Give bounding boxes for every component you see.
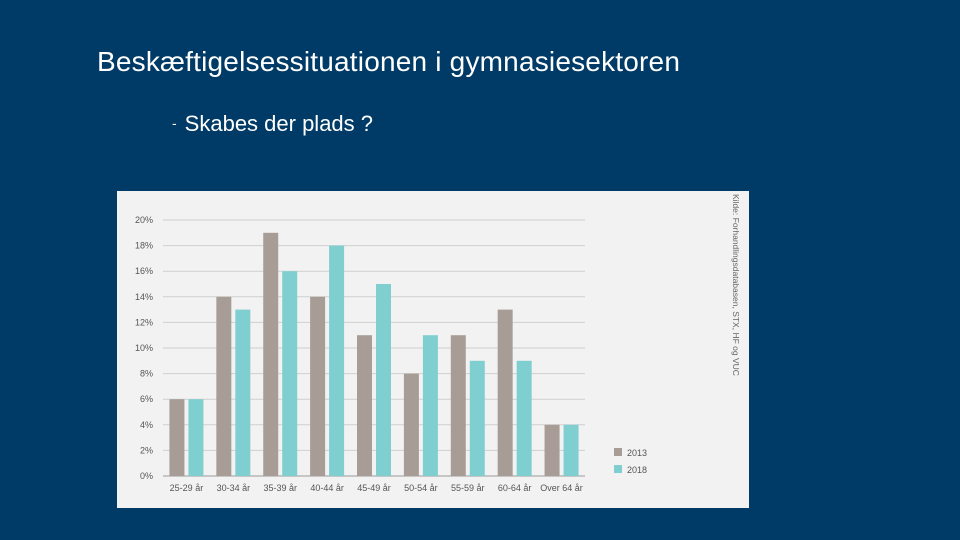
y-tick-label: 6%	[140, 394, 153, 404]
source-note: Kilde: Forhandlingsdatabasen, STX, HF og…	[731, 194, 741, 376]
bullet-text: Skabes der plads ?	[184, 111, 374, 136]
chart-panel: 0% 2% 4% 6% 8% 10% 12% 14% 16% 18% 20% 25-29 år 30-3…	[117, 191, 749, 508]
bar-2018	[376, 284, 391, 476]
x-tick-label: Over 64 år	[540, 483, 583, 493]
x-tick-label: 55-59 år	[451, 483, 485, 493]
y-tick-label: 4%	[140, 420, 153, 430]
legend-swatch	[614, 465, 622, 473]
bullet-dash: -	[172, 115, 177, 131]
legend-label: 2018	[627, 465, 647, 475]
y-tick-label: 20%	[135, 215, 153, 225]
bar-2018	[235, 309, 251, 476]
x-tick-label: 50-54 år	[404, 483, 438, 493]
bar-2013	[357, 335, 372, 476]
bar-2013	[310, 296, 326, 476]
bar-2018	[188, 399, 204, 476]
x-tick-label: 30-34 år	[217, 483, 251, 493]
bar-2018	[282, 271, 298, 476]
y-tick-label: 8%	[140, 369, 153, 379]
x-tick-label: 35-39 år	[263, 483, 297, 493]
bullet-item: - Skabes der plads ?	[172, 111, 373, 137]
bar-2018	[563, 424, 579, 476]
y-tick-label: 12%	[135, 317, 153, 327]
bar-2018	[469, 360, 485, 476]
y-tick-label: 14%	[135, 292, 153, 302]
bar-2013	[169, 399, 185, 476]
bar-2018	[422, 335, 438, 476]
bar-2018	[329, 245, 345, 476]
bar-2013	[450, 335, 466, 476]
x-tick-label: 40-44 år	[310, 483, 344, 493]
legend-swatch	[614, 448, 622, 456]
bar-2013	[544, 424, 560, 476]
bar-2013	[497, 309, 513, 476]
y-tick-label: 0%	[140, 471, 153, 481]
y-tick-label: 2%	[140, 445, 153, 455]
bar-chart: 0% 2% 4% 6% 8% 10% 12% 14% 16% 18% 20% 25-29 år 30-3…	[135, 194, 741, 493]
y-tick-label: 18%	[135, 241, 153, 251]
legend-label: 2013	[627, 448, 647, 458]
slide-title: Beskæftigelsessituationen i gymnasiesekt…	[97, 46, 681, 77]
x-tick-label: 45-49 år	[357, 483, 391, 493]
y-tick-label: 10%	[135, 343, 153, 353]
y-tick-label: 16%	[135, 266, 153, 276]
x-tick-label: 25-29 år	[170, 483, 204, 493]
bar-2013	[403, 373, 419, 476]
bar-2018	[516, 360, 532, 476]
x-tick-label: 60-64 år	[498, 483, 532, 493]
bar-2013	[216, 296, 232, 476]
bar-2013	[263, 232, 279, 476]
